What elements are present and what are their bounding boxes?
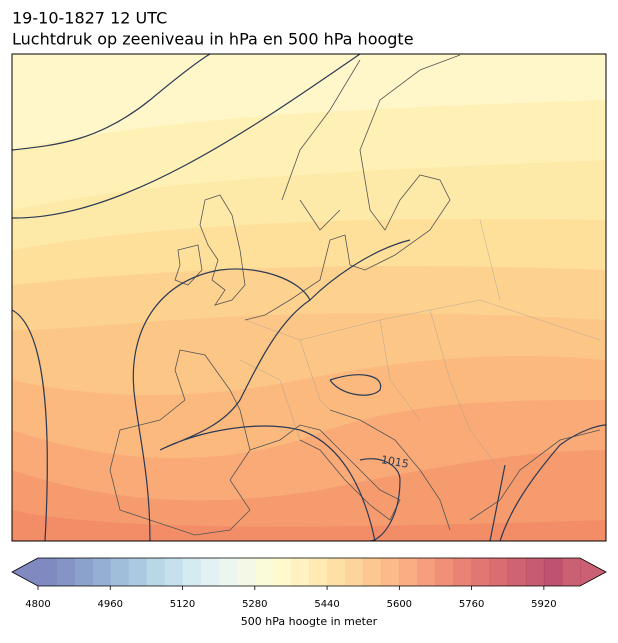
- colorbar-band: [164, 558, 184, 586]
- coastline: [174, 244, 203, 286]
- colorbar-tick-label: 4960: [98, 599, 123, 610]
- isobar: [12, 309, 48, 541]
- field-band: [12, 450, 606, 541]
- colorbar-tick-label: 5920: [531, 599, 556, 610]
- colorbar-band: [74, 558, 93, 586]
- coastline: [109, 349, 251, 536]
- coastline: [199, 194, 246, 306]
- colorbar-label: 500 hPa hoogte in meter: [241, 615, 378, 628]
- map-frame: [11, 53, 607, 542]
- colorbar-band: [345, 558, 364, 586]
- colorbar-frame: [11, 557, 607, 587]
- isobar: [359, 424, 606, 541]
- colorbar: 4800 4960 5120 5280 5440 5600 5760 5920: [11, 557, 607, 610]
- colorbar-band: [182, 558, 202, 586]
- colorbar-tick-label: 4800: [25, 599, 50, 610]
- colorbar-band: [561, 558, 581, 586]
- colorbar-tick-label: 5600: [387, 599, 412, 610]
- coastline: [244, 54, 461, 321]
- colorbar-extend: [12, 558, 38, 586]
- coastline: [281, 59, 361, 231]
- coastline: [249, 424, 401, 521]
- colorbar-band: [525, 558, 545, 586]
- colorbar-band: [146, 558, 165, 586]
- title: 19-10-1827 12 UTC: [12, 9, 167, 28]
- field-band: [12, 510, 606, 541]
- isobar: [309, 239, 411, 396]
- colorbar-band: [38, 558, 57, 586]
- colorbar-band: [218, 558, 238, 586]
- colorbar-extend: [580, 558, 606, 586]
- colorbar-band: [128, 558, 147, 586]
- colorbar-tick-label: 5120: [170, 599, 195, 610]
- isobar: [12, 54, 361, 219]
- colorbar-band: [399, 558, 418, 586]
- subtitle: Luchtdruk op zeeniveau in hPa en 500 hPa…: [12, 30, 414, 49]
- isobar-label: 1015: [380, 453, 410, 471]
- colorbar-band: [381, 558, 400, 586]
- colorbar-tick-label: 5280: [242, 599, 267, 610]
- colorbar-band: [236, 558, 256, 586]
- colorbar-band: [453, 558, 473, 586]
- colorbar-band: [290, 558, 310, 586]
- colorbar-band: [543, 558, 563, 586]
- colorbar-band: [507, 558, 527, 586]
- colorbar-band: [92, 558, 111, 586]
- colorbar-band: [489, 558, 509, 586]
- colorbar-band: [254, 558, 274, 586]
- colorbar-band: [435, 558, 455, 586]
- colorbar-band: [471, 558, 491, 586]
- colorbar-tick-label: 5440: [314, 599, 339, 610]
- colorbar-band: [327, 558, 346, 586]
- colorbar-band: [363, 558, 382, 586]
- colorbar-band: [309, 558, 328, 586]
- colorbar-band: [56, 558, 75, 586]
- map: 1015: [12, 54, 606, 541]
- isobar: [12, 54, 211, 151]
- border: [239, 219, 601, 471]
- colorbar-tick-label: 5760: [459, 599, 484, 610]
- isobar: [132, 268, 376, 541]
- colorbar-band: [272, 558, 292, 586]
- colorbar-band: [200, 558, 220, 586]
- colorbar-band: [110, 558, 129, 586]
- colorbar-band: [417, 558, 436, 586]
